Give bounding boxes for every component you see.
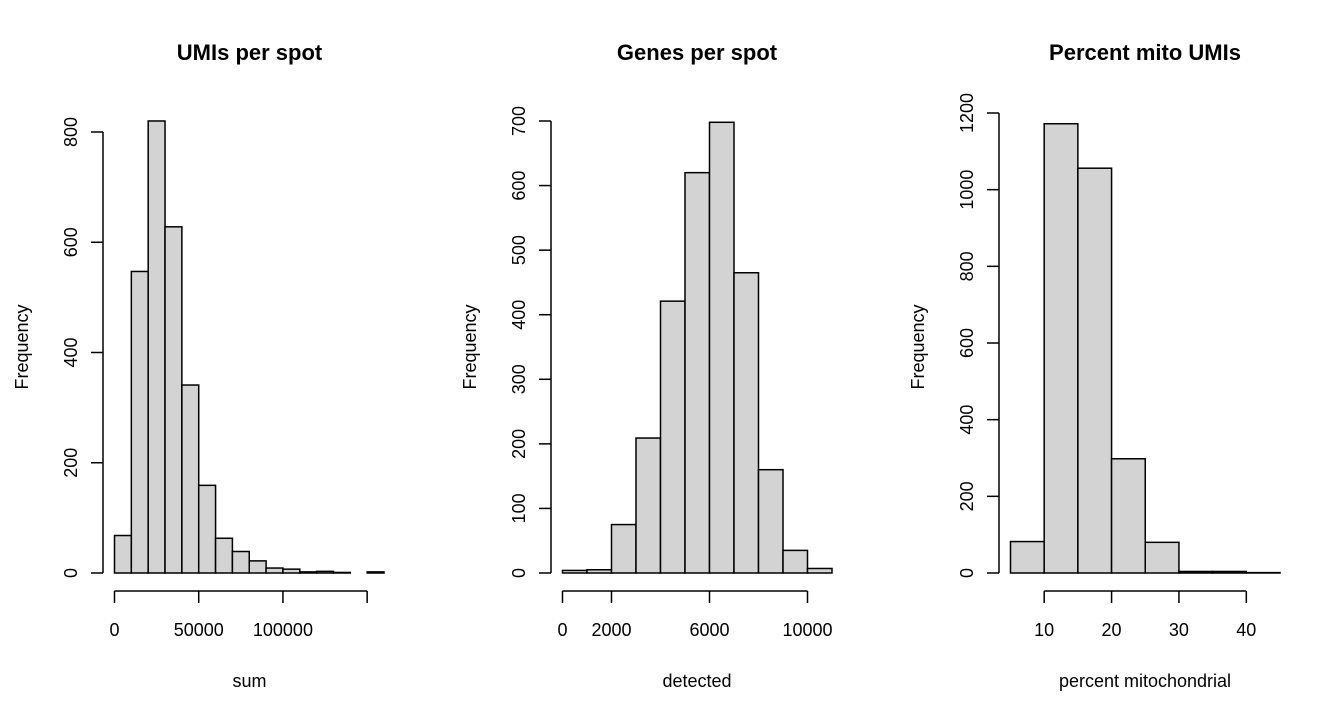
histogram-bar xyxy=(659,300,686,574)
y-tick-label: 600 xyxy=(61,227,81,257)
histogram-bar xyxy=(214,537,234,574)
histogram-bar xyxy=(684,171,711,574)
histogram-bar xyxy=(332,571,352,574)
y-axis-label: Frequency xyxy=(908,304,928,389)
histogram-bar xyxy=(265,567,284,574)
histogram-bar xyxy=(1211,570,1248,574)
x-axis-label: detected xyxy=(662,671,731,691)
y-tick-label: 800 xyxy=(957,251,977,281)
y-tick-label: 600 xyxy=(957,328,977,358)
histogram-bar xyxy=(806,567,833,574)
histogram-bar xyxy=(1077,167,1113,574)
x-tick-label: 2000 xyxy=(591,620,631,640)
y-axis-label: Frequency xyxy=(12,304,32,389)
y-tick-label: 800 xyxy=(61,117,81,147)
x-axis-label: sum xyxy=(232,671,266,691)
y-tick-label: 400 xyxy=(957,405,977,435)
histogram-bar xyxy=(231,550,250,574)
histogram-bar xyxy=(1144,541,1180,574)
x-tick-label: 10000 xyxy=(782,620,832,640)
x-tick-label: 100000 xyxy=(253,620,313,640)
y-tick-label: 0 xyxy=(509,568,529,578)
histogram-bar xyxy=(610,523,637,574)
y-tick-label: 1000 xyxy=(957,170,977,210)
y-tick-label: 200 xyxy=(509,429,529,459)
histogram-bar xyxy=(586,569,613,574)
x-tick-label: 50000 xyxy=(174,620,224,640)
x-tick-label: 6000 xyxy=(689,620,729,640)
histogram-bar xyxy=(1178,570,1214,574)
y-tick-label: 400 xyxy=(509,300,529,330)
x-tick-label: 20 xyxy=(1102,620,1122,640)
y-tick-label: 700 xyxy=(509,106,529,136)
x-tick-label: 0 xyxy=(557,620,567,640)
histogram-bar xyxy=(366,571,385,574)
x-tick-label: 10 xyxy=(1034,620,1054,640)
chart-title: UMIs per spot xyxy=(177,40,323,65)
histogram-bar xyxy=(282,568,301,574)
histogram-bar xyxy=(130,270,149,574)
histogram-bar xyxy=(248,560,267,574)
umis-per-spot-panel: UMIs per spot sum Frequency 0 200 400 600 80… xyxy=(12,40,385,691)
y-tick-label: 500 xyxy=(509,235,529,265)
chart-title: Genes per spot xyxy=(617,40,778,65)
histogram-bar xyxy=(1110,458,1146,574)
percent-mito-umis-panel: Percent mito UMIs percent mitochondrial … xyxy=(908,40,1281,691)
histogram-bar xyxy=(561,569,588,574)
y-tick-label: 200 xyxy=(957,481,977,511)
histogram-bar xyxy=(757,468,784,574)
y-tick-label: 400 xyxy=(61,337,81,367)
x-tick-label: 30 xyxy=(1169,620,1189,640)
chart-title: Percent mito UMIs xyxy=(1049,40,1241,65)
histogram-bar xyxy=(1009,540,1045,574)
y-tick-label: 100 xyxy=(509,493,529,523)
histogram-bar xyxy=(113,534,133,574)
x-tick-label: 40 xyxy=(1236,620,1256,640)
histogram-bar xyxy=(164,226,183,574)
histogram-bar xyxy=(181,384,200,574)
histogram-bar xyxy=(708,121,735,574)
x-axis-label: percent mitochondrial xyxy=(1059,671,1231,691)
genes-per-spot-panel: Genes per spot detected Frequency 0 100 20… xyxy=(460,40,833,691)
histogram-bar xyxy=(299,571,318,574)
x-tick-label: 0 xyxy=(109,620,119,640)
histogram-bar xyxy=(1043,122,1079,574)
y-tick-label: 0 xyxy=(61,568,81,578)
histogram-bar xyxy=(782,549,809,574)
y-axis-label: Frequency xyxy=(460,304,480,389)
histogram-bar xyxy=(635,437,662,574)
histogram-bar xyxy=(147,120,166,574)
y-tick-label: 0 xyxy=(957,568,977,578)
histogram-bar xyxy=(315,570,335,574)
y-tick-label: 600 xyxy=(509,171,529,201)
y-tick-label: 300 xyxy=(509,364,529,394)
y-tick-label: 1200 xyxy=(957,93,977,133)
y-tick-label: 200 xyxy=(61,448,81,478)
histogram-bar xyxy=(733,271,760,574)
histogram-bar xyxy=(197,484,217,574)
